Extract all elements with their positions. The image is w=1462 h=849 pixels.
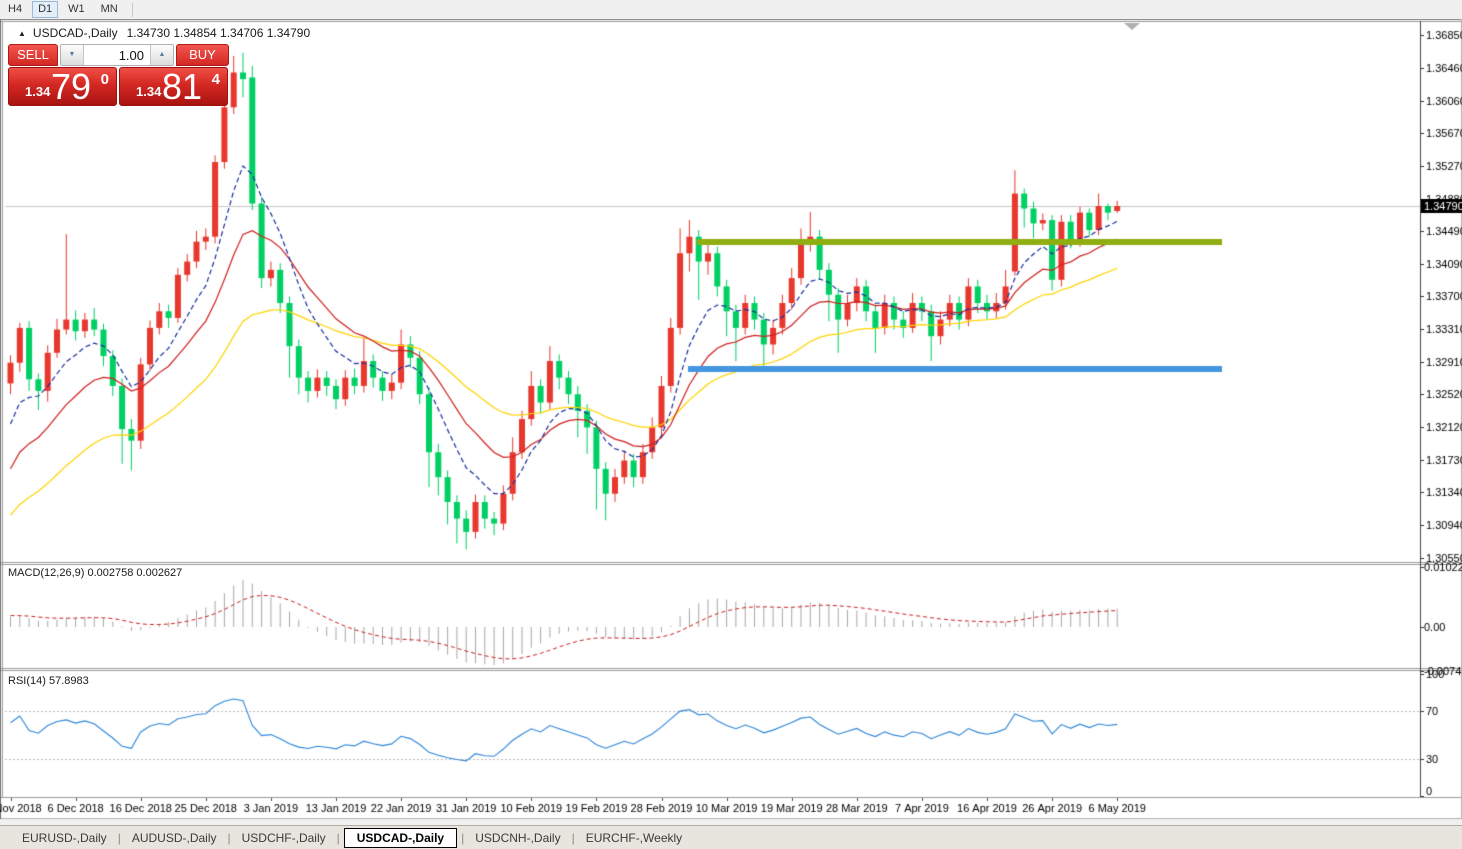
timeframe-button-d1[interactable]: D1 <box>32 1 59 18</box>
symbol-tab-bar: EURUSD-,Daily | AUDUSD-,Daily | USDCHF-,Dail… <box>0 825 1462 849</box>
sell-button[interactable]: SELL <box>8 44 58 66</box>
sell-price-big: 79 <box>51 66 92 107</box>
sell-price-sup: 0 <box>100 71 109 88</box>
tab-separator: | <box>571 830 575 845</box>
tab-separator: | <box>117 830 121 845</box>
collapse-panel-icon[interactable]: ▲ <box>18 28 26 38</box>
sell-price-prefix: 1.34 <box>25 84 51 99</box>
chart-title-bar: ▲ USDCAD-,Daily 1.34730 1.34854 1.34706 … <box>18 26 310 40</box>
symbol-tab-eurchf[interactable]: EURCHF-,Weekly <box>585 830 683 845</box>
tab-separator: | <box>336 830 340 845</box>
symbol-tab-audusd[interactable]: AUDUSD-,Daily <box>131 830 217 845</box>
symbol-tab-usdcnh[interactable]: USDCNH-,Daily <box>475 830 561 845</box>
buy-price-sup: 4 <box>211 71 220 88</box>
timeframe-toolbar: H4 D1 W1 MN <box>0 0 1462 19</box>
symbol-tab-eurusd[interactable]: EURUSD-,Daily <box>22 830 107 845</box>
toolbar-separator <box>131 2 133 17</box>
timeframe-button-h4[interactable]: H4 <box>8 3 23 15</box>
volume-spinner: ▼ ▲ <box>60 44 174 66</box>
symbol-tab-usdchf[interactable]: USDCHF-,Daily <box>241 830 326 845</box>
timeframe-button-mn[interactable]: MN <box>100 3 118 15</box>
symbol-tab-usdcad[interactable]: USDCAD-,Daily <box>343 827 458 848</box>
tab-separator: | <box>227 830 231 845</box>
buy-price-box[interactable]: 1.34 81 4 <box>119 67 228 106</box>
macd-indicator-label: MACD(12,26,9) 0.002758 0.002627 <box>8 567 183 579</box>
buy-button[interactable]: BUY <box>176 44 229 66</box>
one-click-trading-widget: SELL ▼ ▲ BUY 1.34 79 0 1.34 81 4 <box>8 44 229 106</box>
buy-price-big: 81 <box>162 66 203 107</box>
volume-decrease-button[interactable]: ▼ <box>61 45 84 65</box>
timeframe-button-w1[interactable]: W1 <box>68 3 85 15</box>
buy-price-prefix: 1.34 <box>136 84 162 99</box>
chart-ohlc-values: 1.34730 1.34854 1.34706 1.34790 <box>126 26 311 40</box>
volume-increase-button[interactable]: ▲ <box>150 45 173 65</box>
chart-symbol-label: USDCAD-,Daily <box>32 26 118 40</box>
rsi-indicator-label: RSI(14) 57.8983 <box>8 675 89 687</box>
tab-separator: | <box>461 830 465 845</box>
volume-input[interactable] <box>84 45 150 65</box>
sell-price-box[interactable]: 1.34 79 0 <box>8 67 117 106</box>
